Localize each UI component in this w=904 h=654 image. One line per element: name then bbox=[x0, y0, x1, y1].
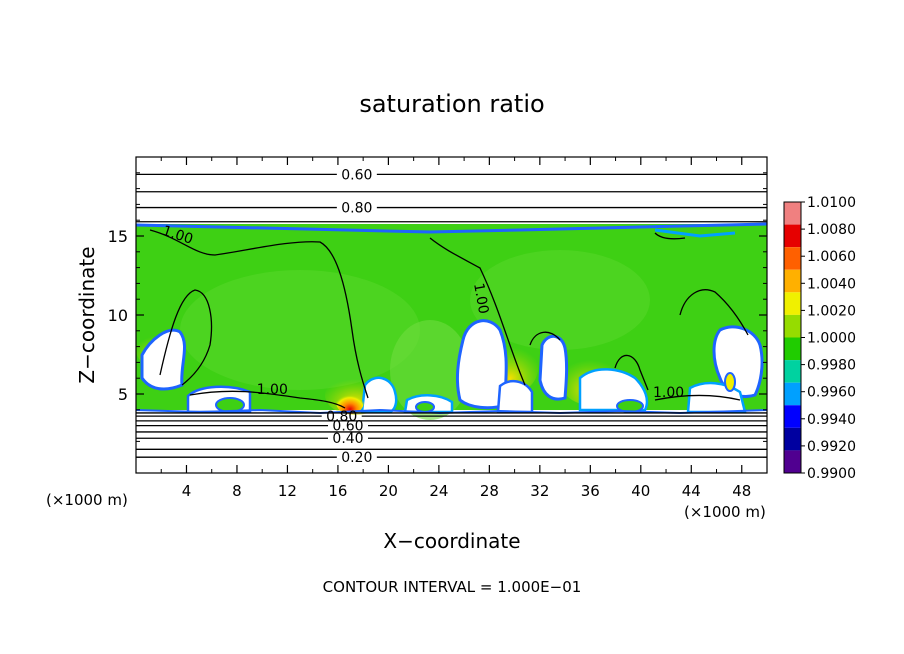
colorbar-swatch bbox=[784, 337, 801, 361]
colorbar-swatch bbox=[784, 292, 801, 315]
contour-lines bbox=[136, 173, 767, 458]
top-boundary-edge-2 bbox=[654, 228, 736, 238]
colorbar-label: 0.9920 bbox=[807, 439, 856, 455]
contour-1.00 bbox=[614, 354, 649, 391]
x-unit-left: (×1000 m) bbox=[46, 491, 128, 509]
moist-pocket bbox=[724, 372, 736, 392]
colorbar-swatch bbox=[784, 202, 801, 225]
colorbar-label: 1.0020 bbox=[807, 303, 856, 319]
y-axis-ticks: 5 10 15 bbox=[108, 172, 767, 458]
colorbar-label: 0.9900 bbox=[807, 466, 856, 482]
colorbar-label: 1.0060 bbox=[807, 249, 856, 265]
x-tick-label: 24 bbox=[429, 482, 448, 500]
y-tick-label: 5 bbox=[118, 385, 128, 404]
contour-line-label: 0.20 bbox=[341, 450, 372, 466]
colorbar-swatch bbox=[784, 247, 801, 270]
contour-line-label: 0.60 bbox=[341, 167, 372, 183]
colorbar-label: 1.0040 bbox=[807, 276, 856, 292]
x-tick-label: 44 bbox=[682, 482, 701, 500]
dry-plume bbox=[538, 334, 569, 401]
heatmap-field: 0.200.400.600.800.800.60 1.001.001.001.0… bbox=[136, 157, 767, 473]
field-variation bbox=[470, 250, 650, 350]
contour-1.00 bbox=[529, 331, 561, 346]
x-tick-label: 8 bbox=[232, 482, 242, 500]
x-unit-right: (×1000 m) bbox=[684, 503, 766, 521]
contour-1-label: 1.00 bbox=[653, 385, 684, 401]
field-variation bbox=[180, 270, 420, 390]
contour-1.00 bbox=[679, 289, 749, 336]
x-tick-label: 20 bbox=[379, 482, 398, 500]
colorbar-swatch bbox=[784, 269, 801, 293]
colorbar-swatch bbox=[784, 427, 801, 451]
contour-line-label: 0.80 bbox=[341, 201, 372, 217]
upper-stable-region bbox=[136, 157, 767, 225]
contour-1-label: 1.00 bbox=[257, 382, 288, 398]
field-variation bbox=[390, 320, 470, 420]
dry-plume bbox=[496, 379, 534, 414]
colorbar-swatch bbox=[784, 360, 801, 383]
contour-1-label: 1.00 bbox=[470, 282, 491, 315]
lower-stable-region bbox=[136, 410, 767, 473]
colorbar-swatch bbox=[784, 405, 801, 428]
colorbar-swatch bbox=[784, 314, 801, 338]
x-tick-label: 40 bbox=[631, 482, 650, 500]
contour-1.00 bbox=[159, 289, 213, 386]
contour-1.00 bbox=[149, 229, 369, 399]
x-tick-label: 28 bbox=[480, 482, 499, 500]
y-tick-label: 15 bbox=[108, 227, 128, 246]
contour-line-label: 0.40 bbox=[332, 431, 363, 447]
contour-1.00 bbox=[189, 390, 346, 409]
moist-pocket bbox=[415, 401, 435, 413]
top-boundary-edge bbox=[136, 222, 767, 234]
x-tick-label: 4 bbox=[182, 482, 192, 500]
x-axis-label: X−coordinate bbox=[383, 529, 520, 553]
hot-spot bbox=[336, 390, 364, 414]
colorbar-label: 0.9940 bbox=[807, 412, 856, 428]
contour-line-labels: 0.200.400.600.800.800.60 bbox=[326, 167, 372, 466]
colorbar-label: 1.0080 bbox=[807, 222, 856, 238]
colorbar-swatch bbox=[784, 450, 801, 473]
contour-1.00 bbox=[429, 237, 526, 386]
x-tick-label: 12 bbox=[278, 482, 297, 500]
colorbar-label: 1.0000 bbox=[807, 331, 856, 347]
chart-title: saturation ratio bbox=[359, 90, 544, 118]
y-axis-label: Z−coordinate bbox=[75, 246, 99, 383]
y-tick-label: 10 bbox=[108, 306, 128, 325]
colorbar-label: 0.9980 bbox=[807, 358, 856, 374]
contour-line-label: 0.80 bbox=[326, 409, 357, 425]
colorbar-swatch bbox=[784, 382, 801, 406]
colorbar-label: 0.9960 bbox=[807, 385, 856, 401]
colorbar-swatch bbox=[784, 224, 801, 248]
x-tick-label: 16 bbox=[328, 482, 347, 500]
colorbar: 1.0100 1.0080 1.0060 1.0040 1.0020 1.0000 0.99… bbox=[783, 195, 856, 482]
x-tick-label: 36 bbox=[581, 482, 600, 500]
x-axis-ticks: 4 8 12 16 20 24 28 32 36 40 44 48 bbox=[160, 157, 751, 500]
contour-line-label: 0.60 bbox=[332, 419, 363, 435]
x-tick-label: 32 bbox=[530, 482, 549, 500]
x-tick-label: 48 bbox=[732, 482, 751, 500]
contour-1.00 bbox=[654, 232, 686, 240]
contour-interval-note: CONTOUR INTERVAL = 1.000E−01 bbox=[323, 578, 582, 596]
colorbar-label: 1.0100 bbox=[807, 195, 856, 211]
contour-1.00 bbox=[654, 394, 741, 401]
